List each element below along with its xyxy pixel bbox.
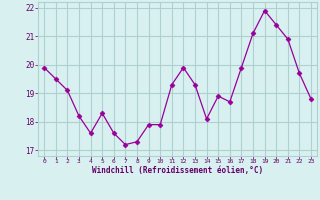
X-axis label: Windchill (Refroidissement éolien,°C): Windchill (Refroidissement éolien,°C) [92,166,263,175]
